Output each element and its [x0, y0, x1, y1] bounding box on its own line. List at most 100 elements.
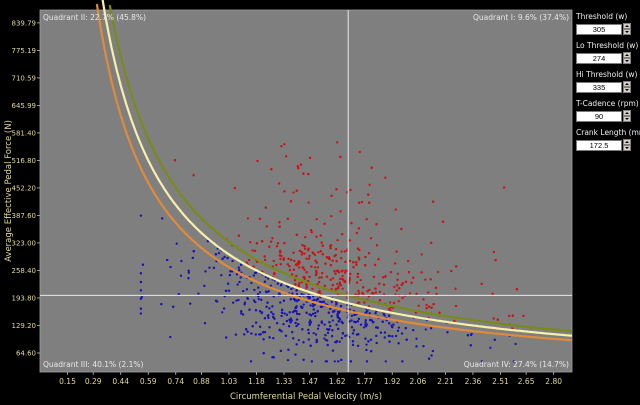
data-point [271, 355, 274, 359]
data-point [341, 332, 345, 335]
quadrant-iv-label: Quadrant IV: 27.4% (14.7%) [464, 360, 569, 369]
control-label: Crank Length (mm) [576, 128, 640, 137]
data-point [280, 254, 283, 258]
data-point [315, 235, 318, 238]
data-point [309, 319, 312, 322]
data-point [340, 336, 344, 340]
data-point [431, 349, 435, 353]
data-point [349, 272, 352, 276]
data-point [298, 312, 301, 316]
data-point [337, 360, 340, 363]
control-input[interactable] [576, 110, 622, 122]
data-point [329, 244, 332, 248]
data-point [278, 292, 281, 295]
data-point [272, 259, 275, 263]
data-point [325, 255, 329, 259]
data-point [350, 221, 353, 225]
control-input[interactable] [576, 139, 622, 151]
data-point [258, 217, 262, 221]
data-point [454, 304, 458, 308]
data-point [246, 217, 250, 220]
data-point [294, 321, 297, 325]
data-point [317, 324, 320, 327]
data-point [314, 314, 317, 318]
data-point [330, 334, 334, 338]
data-point [307, 257, 311, 260]
data-point [139, 214, 143, 217]
spin-up-icon[interactable] [623, 52, 631, 58]
data-point [300, 250, 303, 254]
data-point [329, 278, 332, 281]
data-point [383, 331, 387, 334]
data-point [356, 272, 360, 276]
data-point [203, 321, 207, 325]
data-point [454, 287, 457, 290]
data-point [377, 258, 380, 261]
control-row [576, 81, 638, 93]
data-point [330, 300, 333, 304]
x-tick-label: 1.47 [301, 377, 318, 386]
data-point [341, 287, 344, 290]
data-point [292, 251, 295, 254]
data-point [266, 301, 269, 304]
data-point [343, 250, 346, 253]
data-point [192, 250, 195, 253]
data-point [290, 287, 293, 291]
y-tick-label: 129.20 [12, 322, 37, 330]
control-panel: Threshold (w) Lo Threshold (w) Hi Threshol… [576, 12, 640, 157]
data-point [316, 297, 320, 300]
spin-buttons [623, 139, 631, 151]
data-point [320, 276, 323, 279]
data-point [239, 276, 242, 279]
data-point [396, 272, 399, 275]
data-point [169, 335, 172, 339]
spin-down-icon[interactable] [623, 58, 631, 64]
data-point [249, 360, 253, 363]
data-point [395, 289, 399, 292]
data-point [392, 301, 396, 305]
data-point [257, 286, 260, 289]
data-point [404, 280, 408, 283]
data-point [333, 360, 336, 363]
data-point [398, 287, 401, 290]
data-point [295, 310, 298, 313]
data-point [348, 276, 351, 279]
control-input[interactable] [576, 81, 622, 93]
data-point [259, 333, 262, 336]
control-label: T-Cadence (rpm) [576, 99, 639, 108]
data-point [225, 336, 228, 339]
data-point [326, 331, 330, 335]
data-point [351, 332, 355, 335]
data-point [295, 324, 298, 328]
y-tick-label: 64.60 [16, 350, 36, 358]
data-point [256, 292, 260, 296]
data-point [375, 223, 378, 226]
data-point [214, 253, 218, 256]
spin-down-icon[interactable] [623, 145, 631, 151]
control-input[interactable] [576, 52, 622, 64]
data-point [321, 271, 324, 275]
data-point [290, 258, 293, 261]
spin-up-icon[interactable] [623, 110, 631, 116]
data-point [358, 150, 362, 154]
spin-down-icon[interactable] [623, 29, 631, 35]
spin-up-icon[interactable] [623, 139, 631, 145]
data-point [264, 206, 267, 209]
data-point [357, 317, 361, 321]
data-point [270, 168, 273, 171]
data-point [379, 331, 383, 334]
data-point [296, 262, 299, 265]
data-point [279, 249, 282, 253]
spin-down-icon[interactable] [623, 116, 631, 122]
data-point [247, 258, 251, 262]
spin-down-icon[interactable] [623, 87, 631, 93]
control-input[interactable] [576, 23, 622, 35]
data-point [268, 307, 271, 310]
data-point [420, 271, 423, 274]
control-group: Crank Length (mm) [576, 128, 640, 151]
data-point [339, 210, 342, 213]
data-point [301, 328, 304, 331]
spin-up-icon[interactable] [623, 23, 631, 29]
data-point [363, 301, 366, 304]
spin-up-icon[interactable] [623, 81, 631, 87]
